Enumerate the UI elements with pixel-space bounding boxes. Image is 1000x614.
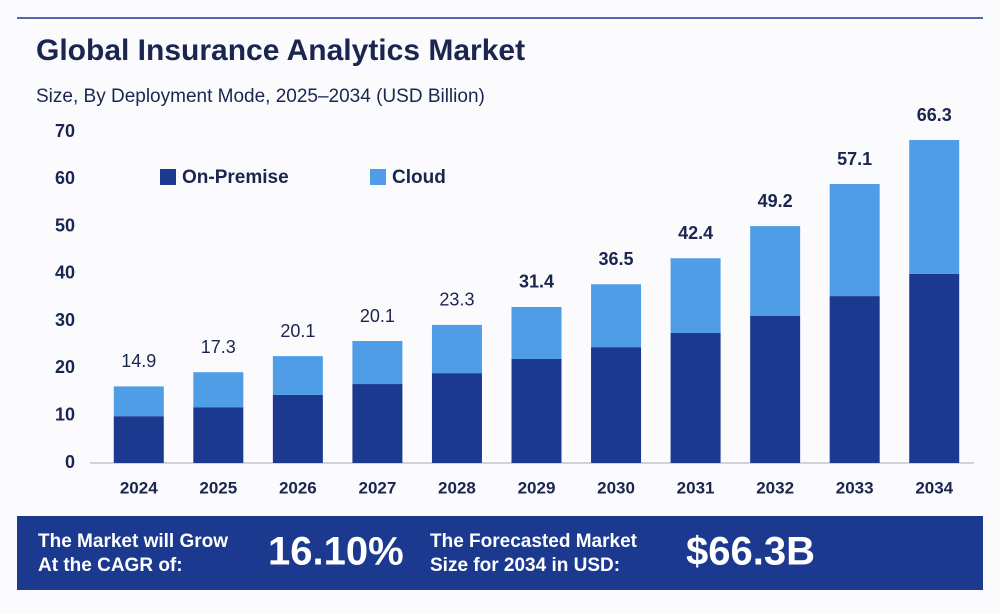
cagr-text: The Market will Grow bbox=[38, 531, 228, 552]
x-tick-label: 2034 bbox=[915, 478, 953, 497]
bar-segment bbox=[352, 341, 403, 385]
x-tick-label: 2027 bbox=[358, 478, 396, 497]
y-tick-label: 30 bbox=[55, 310, 75, 330]
x-tick-label: 2032 bbox=[756, 478, 794, 497]
total-label: 20.1 bbox=[360, 306, 395, 326]
bar-segment bbox=[511, 358, 562, 463]
bar-segment bbox=[750, 226, 801, 316]
bar-segment bbox=[829, 296, 880, 463]
bar-segment bbox=[591, 284, 642, 348]
y-tick-label: 20 bbox=[55, 357, 75, 377]
bar-segment bbox=[272, 356, 323, 395]
bar-segment bbox=[113, 386, 164, 417]
total-label: 42.4 bbox=[678, 223, 713, 243]
chart-title: Global Insurance Analytics Market bbox=[36, 34, 525, 67]
chart-subtitle: Size, By Deployment Mode, 2025–2034 (USD… bbox=[36, 86, 485, 107]
forecast-text: Size for 2034 in USD: bbox=[430, 555, 620, 576]
bar-segment bbox=[193, 407, 244, 463]
bar-segment bbox=[829, 184, 880, 297]
total-label: 17.3 bbox=[201, 337, 236, 357]
cagr-value: 16.10% bbox=[268, 530, 404, 574]
total-label: 20.1 bbox=[280, 321, 315, 341]
bar-segment bbox=[352, 384, 403, 463]
y-tick-label: 0 bbox=[65, 452, 75, 472]
bar-segment bbox=[909, 273, 960, 463]
y-tick-label: 70 bbox=[55, 121, 75, 141]
bar-segment bbox=[670, 332, 721, 463]
y-tick-label: 10 bbox=[55, 404, 75, 424]
forecast-value: $66.3B bbox=[686, 530, 815, 574]
footer-banner bbox=[17, 516, 983, 590]
forecast-text: The Forecasted Market bbox=[430, 531, 638, 552]
x-tick-label: 2026 bbox=[279, 478, 317, 497]
y-tick-label: 40 bbox=[55, 263, 75, 283]
y-tick-label: 50 bbox=[55, 215, 75, 235]
total-label: 23.3 bbox=[439, 290, 474, 310]
bar-segment bbox=[591, 347, 642, 463]
total-label: 14.9 bbox=[121, 351, 156, 371]
bar-segment bbox=[750, 315, 801, 463]
x-tick-label: 2029 bbox=[518, 478, 556, 497]
legend-swatch bbox=[160, 169, 176, 185]
total-label: 36.5 bbox=[599, 249, 634, 269]
total-label: 57.1 bbox=[837, 149, 872, 169]
cagr-text: At the CAGR of: bbox=[38, 555, 183, 576]
x-tick-label: 2033 bbox=[836, 478, 874, 497]
y-tick-label: 60 bbox=[55, 168, 75, 188]
bar-segment bbox=[670, 258, 721, 333]
x-tick-label: 2031 bbox=[677, 478, 715, 497]
total-label: 66.3 bbox=[917, 105, 952, 125]
bar-segment bbox=[511, 306, 562, 359]
x-tick-label: 2030 bbox=[597, 478, 635, 497]
total-label: 49.2 bbox=[758, 191, 793, 211]
bar-segment bbox=[272, 394, 323, 463]
x-tick-label: 2024 bbox=[120, 478, 158, 497]
total-label: 31.4 bbox=[519, 272, 554, 292]
bar-segment bbox=[193, 372, 244, 408]
bar-segment bbox=[431, 324, 482, 374]
x-tick-label: 2028 bbox=[438, 478, 476, 497]
x-tick-label: 2025 bbox=[199, 478, 237, 497]
legend-label: Cloud bbox=[392, 167, 446, 188]
bar-segment bbox=[113, 416, 164, 463]
legend-label: On-Premise bbox=[182, 167, 289, 188]
legend-swatch bbox=[370, 169, 386, 185]
bar-segment bbox=[431, 373, 482, 463]
bar-segment bbox=[909, 140, 960, 274]
